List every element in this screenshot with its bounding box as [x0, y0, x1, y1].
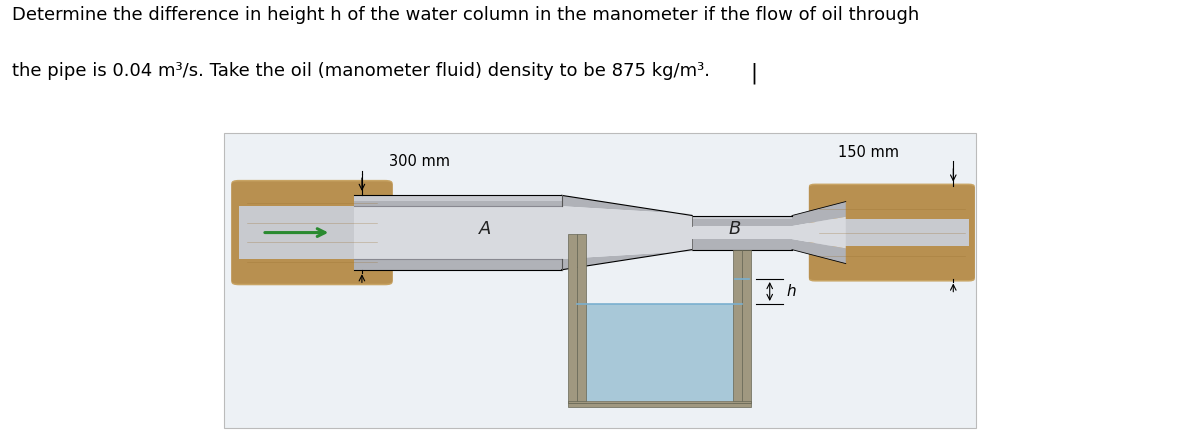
Polygon shape [562, 250, 692, 270]
Bar [733, 250, 742, 403]
Bar [692, 216, 792, 226]
Bar [734, 279, 750, 304]
FancyBboxPatch shape [809, 185, 974, 280]
Bar [692, 226, 792, 239]
Polygon shape [562, 195, 692, 216]
Text: the pipe is 0.04 m³/s. Take the oil (manometer fluid) density to be 875 kg/m³.: the pipe is 0.04 m³/s. Take the oil (man… [12, 62, 710, 80]
Polygon shape [792, 202, 846, 226]
FancyBboxPatch shape [223, 133, 977, 428]
Bar [568, 403, 751, 407]
Bar [239, 206, 385, 259]
FancyBboxPatch shape [809, 183, 974, 282]
Text: 150 mm: 150 mm [838, 145, 899, 160]
Bar [568, 401, 751, 403]
Bar [815, 219, 968, 246]
Text: B: B [728, 221, 740, 238]
FancyBboxPatch shape [232, 180, 392, 285]
Polygon shape [792, 217, 846, 249]
Bar [577, 304, 742, 401]
Bar [568, 234, 577, 403]
Bar [692, 239, 792, 250]
Polygon shape [562, 206, 692, 259]
Bar [577, 234, 586, 403]
Bar [692, 216, 792, 219]
Text: h: h [787, 284, 797, 299]
Text: A: A [479, 221, 491, 238]
FancyBboxPatch shape [232, 182, 392, 284]
Bar [354, 195, 562, 201]
Text: |: | [750, 62, 757, 84]
Bar [354, 195, 562, 206]
Text: Determine the difference in height h of the water column in the manometer if the: Determine the difference in height h of … [12, 6, 919, 24]
Text: 300 mm: 300 mm [389, 154, 450, 169]
Bar [742, 250, 751, 403]
Polygon shape [792, 239, 846, 264]
Bar [577, 304, 733, 401]
Bar [354, 259, 562, 270]
Bar [354, 206, 562, 259]
